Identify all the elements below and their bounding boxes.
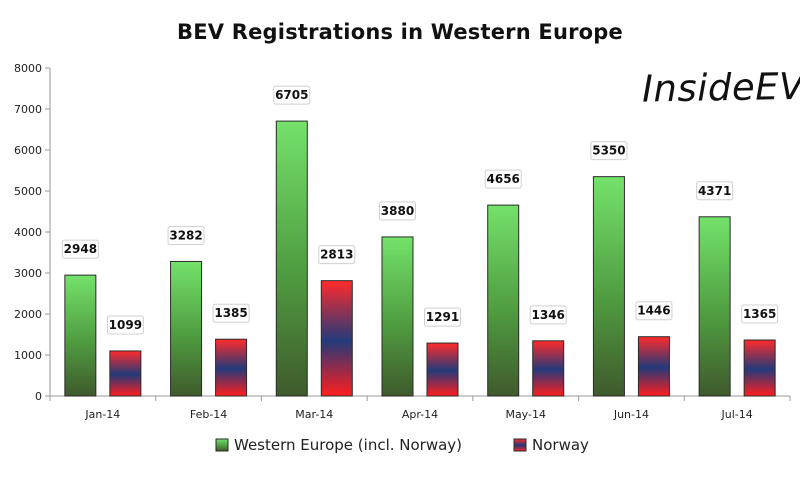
data-label-norway-bg xyxy=(635,301,673,321)
x-tick-label: Apr-14 xyxy=(402,408,438,421)
bar-norway xyxy=(215,338,248,397)
data-label-norway-bg xyxy=(741,304,779,324)
x-tick-label: Jul-14 xyxy=(721,408,753,421)
y-tick-label: 0 xyxy=(35,390,42,403)
bar-western-europe xyxy=(487,204,520,397)
legend: Western Europe (incl. Norway) Norway xyxy=(215,436,589,454)
bar-norway xyxy=(109,350,142,397)
chart-title: BEV Registrations in Western Europe xyxy=(177,20,623,44)
bar-norway xyxy=(320,280,353,397)
data-label-western-europe: 3282 xyxy=(169,228,202,242)
bar-western-europe xyxy=(381,236,414,397)
y-tick-label: 6000 xyxy=(14,144,42,157)
data-label-western-europe-bg xyxy=(484,169,522,189)
legend-western-europe-swatch xyxy=(215,438,229,452)
data-label-western-europe-bg xyxy=(590,141,628,161)
data-label-norway-bg xyxy=(529,305,567,325)
bars xyxy=(64,120,776,397)
bar-norway xyxy=(743,339,776,397)
legend-western-europe-label: Western Europe (incl. Norway) xyxy=(234,436,462,454)
bar-norway xyxy=(532,340,565,397)
data-label-norway: 1099 xyxy=(109,318,142,332)
x-tick-label: Jun-14 xyxy=(613,408,649,421)
data-label-western-europe-bg xyxy=(167,225,205,245)
data-label-norway: 2813 xyxy=(320,248,353,262)
y-tick-label: 4000 xyxy=(14,226,42,239)
data-label-western-europe: 3880 xyxy=(381,204,414,218)
data-label-norway: 1346 xyxy=(532,308,565,322)
x-tick-label: Mar-14 xyxy=(295,408,333,421)
bar-western-europe xyxy=(592,176,625,397)
x-tick-label: Jan-14 xyxy=(84,408,120,421)
y-tick-label: 8000 xyxy=(14,62,42,75)
bar-norway xyxy=(426,342,459,397)
data-label-norway: 1291 xyxy=(426,310,459,324)
y-tick-label: 7000 xyxy=(14,103,42,116)
data-label-norway: 1365 xyxy=(743,307,776,321)
data-label-norway-bg xyxy=(212,303,250,323)
data-label-norway-bg xyxy=(424,307,461,327)
bar-norway xyxy=(637,336,670,397)
data-label-western-europe-bg xyxy=(61,239,99,259)
y-tick-label: 5000 xyxy=(14,185,42,198)
data-label-norway: 1385 xyxy=(214,306,247,320)
data-label-western-europe: 5350 xyxy=(592,144,625,158)
data-label-western-europe-bg xyxy=(379,201,416,221)
legend-norway-label: Norway xyxy=(532,436,589,454)
data-label-norway-bg xyxy=(318,245,356,265)
data-label-norway: 1446 xyxy=(637,304,670,318)
bar-western-europe xyxy=(170,260,203,397)
data-label-western-europe: 2948 xyxy=(64,242,97,256)
data-label-western-europe-bg xyxy=(273,85,311,105)
data-label-western-europe: 4371 xyxy=(698,184,731,198)
data-label-western-europe: 6705 xyxy=(275,88,308,102)
y-tick-label: 3000 xyxy=(14,267,42,280)
y-tick-label: 1000 xyxy=(14,349,42,362)
bar-western-europe xyxy=(275,120,308,397)
data-label-norway-bg xyxy=(106,315,144,335)
legend-norway-swatch xyxy=(513,438,527,452)
bar-western-europe xyxy=(698,216,731,397)
bar-western-europe xyxy=(64,274,97,397)
data-label-western-europe-bg xyxy=(696,181,734,201)
x-axis-ticks: Jan-14 Feb-14 Mar-14 Apr-14 May-14 Jun-14 Jul-… xyxy=(49,396,791,421)
data-label-western-europe: 4656 xyxy=(487,172,520,186)
insideevs-logo: InsideEVs xyxy=(641,64,800,111)
x-tick-label: May-14 xyxy=(505,408,546,421)
y-tick-label: 2000 xyxy=(14,308,42,321)
data-labels: 2948 1099 3282 1385 6705 2813 3880 1291 4656 1346… xyxy=(61,85,779,335)
x-tick-label: Feb-14 xyxy=(190,408,227,421)
y-axis-ticks: 0 1000 2000 3000 4000 5000 6000 7000 8000 xyxy=(14,62,50,403)
